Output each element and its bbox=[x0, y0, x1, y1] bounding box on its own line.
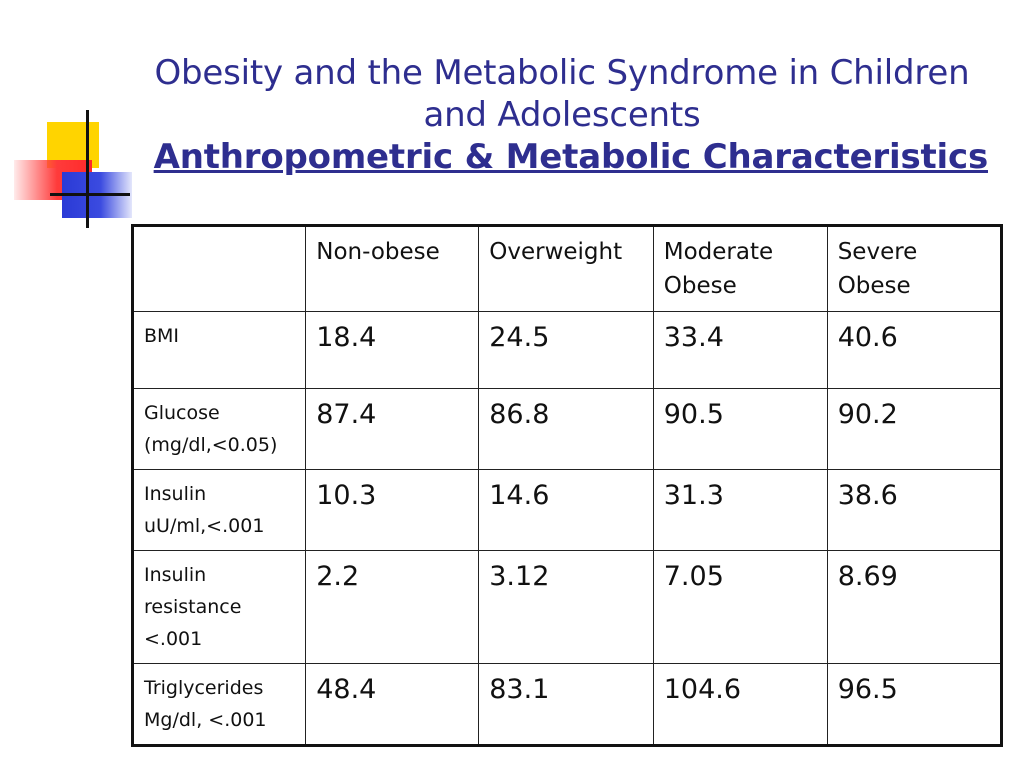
row-label-line: uU/ml,<.001 bbox=[144, 515, 265, 537]
table-cell: 10.3 bbox=[305, 469, 480, 551]
slide-subtitle: Anthropometric & Metabolic Characteristi… bbox=[153, 137, 989, 177]
table-cell: 24.5 bbox=[478, 311, 654, 389]
table-cell: 3.12 bbox=[478, 550, 654, 664]
row-label-bmi: BMI bbox=[131, 311, 307, 389]
title-line-1: Obesity and the Metabolic Syndrome in Ch… bbox=[154, 53, 970, 93]
row-label-line: <.001 bbox=[144, 628, 203, 650]
table-row: Triglycerides Mg/dl, <.001 48.4 83.1 104… bbox=[131, 663, 1003, 746]
header-severe-line-1: Severe bbox=[837, 239, 918, 265]
table-cell: 87.4 bbox=[305, 388, 480, 470]
table-cell: 7.05 bbox=[652, 550, 828, 664]
row-label-triglycerides: Triglycerides Mg/dl, <.001 bbox=[131, 663, 307, 746]
decorative-corner-graphic bbox=[0, 0, 140, 240]
header-severe-obese: Severe Obese bbox=[826, 225, 1003, 312]
table-cell: 33.4 bbox=[652, 311, 828, 389]
table-cell: 90.2 bbox=[826, 388, 1003, 470]
table-cell: 48.4 bbox=[305, 663, 480, 746]
row-label-line: Mg/dl, <.001 bbox=[144, 709, 267, 731]
row-label-insulin-resistance: Insulin resistance <.001 bbox=[131, 550, 307, 664]
header-moderate-line-2: Obese bbox=[663, 273, 737, 299]
header-overweight: Overweight bbox=[478, 225, 654, 312]
table-cell: 96.5 bbox=[826, 663, 1003, 746]
row-label-glucose: Glucose (mg/dl,<0.05) bbox=[131, 388, 307, 470]
header-empty-cell bbox=[131, 225, 307, 312]
table-cell: 83.1 bbox=[478, 663, 654, 746]
row-label-line: Insulin bbox=[144, 564, 207, 586]
table-cell: 14.6 bbox=[478, 469, 654, 551]
table-row: Insulin resistance <.001 2.2 3.12 7.05 8… bbox=[131, 550, 1003, 664]
slide-title: Obesity and the Metabolic Syndrome in Ch… bbox=[100, 52, 1024, 178]
row-label-line: resistance bbox=[144, 596, 242, 618]
header-severe-line-2: Obese bbox=[837, 273, 911, 299]
table-cell: 86.8 bbox=[478, 388, 654, 470]
row-label-line: Glucose bbox=[144, 402, 220, 424]
row-label-line: (mg/dl,<0.05) bbox=[144, 434, 278, 456]
table-cell: 40.6 bbox=[826, 311, 1003, 389]
table-cell: 90.5 bbox=[652, 388, 828, 470]
table-cell: 18.4 bbox=[305, 311, 480, 389]
header-moderate-line-1: Moderate bbox=[663, 239, 774, 265]
header-non-obese: Non-obese bbox=[305, 225, 480, 312]
row-label-line: Insulin bbox=[144, 483, 207, 505]
horizontal-line bbox=[50, 193, 130, 196]
title-line-2: and Adolescents bbox=[423, 95, 701, 135]
row-label-insulin: Insulin uU/ml,<.001 bbox=[131, 469, 307, 551]
table-cell: 8.69 bbox=[826, 550, 1003, 664]
table-row: Insulin uU/ml,<.001 10.3 14.6 31.3 38.6 bbox=[131, 469, 1003, 551]
table-row: Glucose (mg/dl,<0.05) 87.4 86.8 90.5 90.… bbox=[131, 388, 1003, 470]
table-cell: 104.6 bbox=[652, 663, 828, 746]
header-moderate-obese: Moderate Obese bbox=[652, 225, 828, 312]
characteristics-table: Non-obese Overweight Moderate Obese Seve… bbox=[131, 224, 1003, 747]
table-row: BMI 18.4 24.5 33.4 40.6 bbox=[131, 311, 1003, 389]
vertical-line bbox=[86, 110, 89, 228]
table-header-row: Non-obese Overweight Moderate Obese Seve… bbox=[131, 225, 1003, 312]
table-cell: 31.3 bbox=[652, 469, 828, 551]
row-label-line: Triglycerides bbox=[144, 677, 264, 699]
table-cell: 38.6 bbox=[826, 469, 1003, 551]
table-cell: 2.2 bbox=[305, 550, 480, 664]
row-label-line: BMI bbox=[144, 325, 180, 347]
